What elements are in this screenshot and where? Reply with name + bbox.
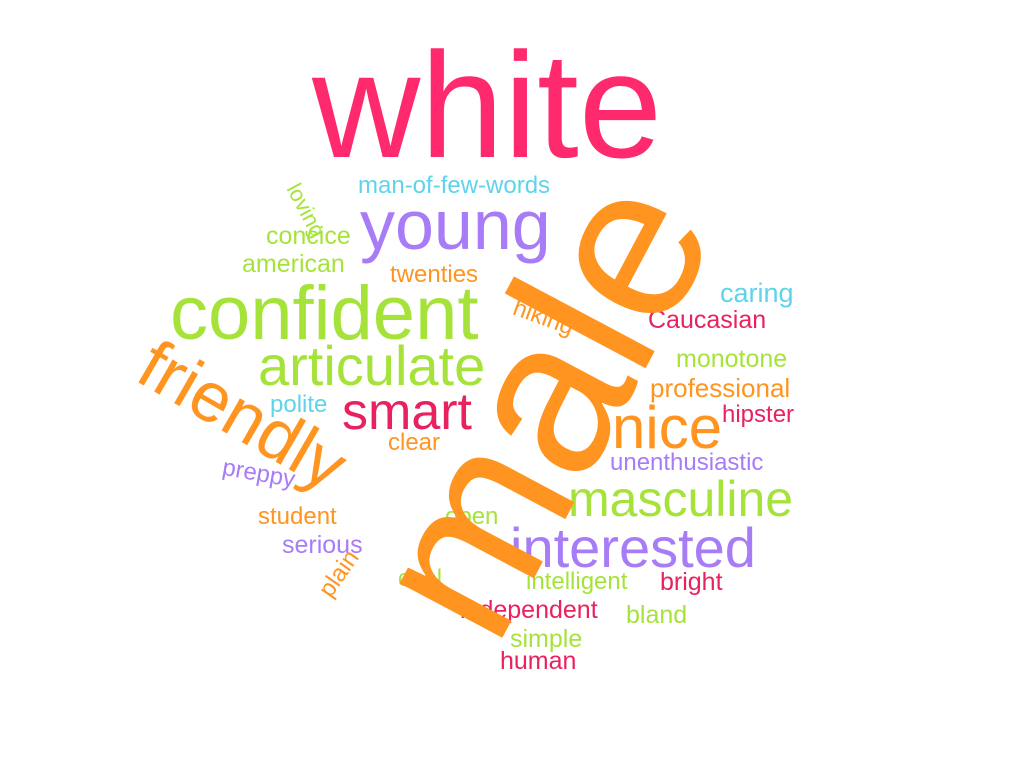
word-nice: nice: [612, 394, 723, 461]
word-polite: polite: [270, 391, 328, 418]
word-concice: concice: [266, 222, 351, 250]
word-twenties: twenties: [390, 261, 479, 288]
word-masculine: masculine: [568, 471, 794, 527]
word-cool: cool: [398, 565, 443, 592]
word-serious: serious: [282, 531, 363, 559]
word-independent: independent: [460, 596, 598, 624]
word-bright: bright: [660, 568, 723, 596]
word-hipster: hipster: [722, 401, 795, 428]
word-articulate: articulate: [258, 334, 486, 397]
word-bland: bland: [626, 601, 688, 629]
word-smart: smart: [342, 383, 472, 441]
word-caring: caring: [720, 278, 794, 308]
word-confident: confident: [170, 271, 479, 356]
word-professional: professional: [650, 373, 791, 403]
word-interested: interested: [510, 516, 756, 579]
word-clear: clear: [388, 429, 441, 456]
word-white: white: [312, 21, 663, 189]
word-student: student: [258, 503, 337, 530]
word-caucasian: Caucasian: [648, 306, 767, 334]
word-intelligent: intelligent: [526, 568, 628, 595]
word-simple: simple: [510, 625, 583, 653]
word-unenthusiastic: unenthusiastic: [610, 449, 764, 476]
word-american: american: [242, 250, 345, 278]
word-open: open: [445, 503, 499, 530]
word-human: human: [500, 647, 577, 675]
word-young: young: [360, 186, 551, 264]
word-man-of-few-words: man-of-few-words: [358, 172, 551, 199]
word-monotone: monotone: [676, 345, 788, 373]
